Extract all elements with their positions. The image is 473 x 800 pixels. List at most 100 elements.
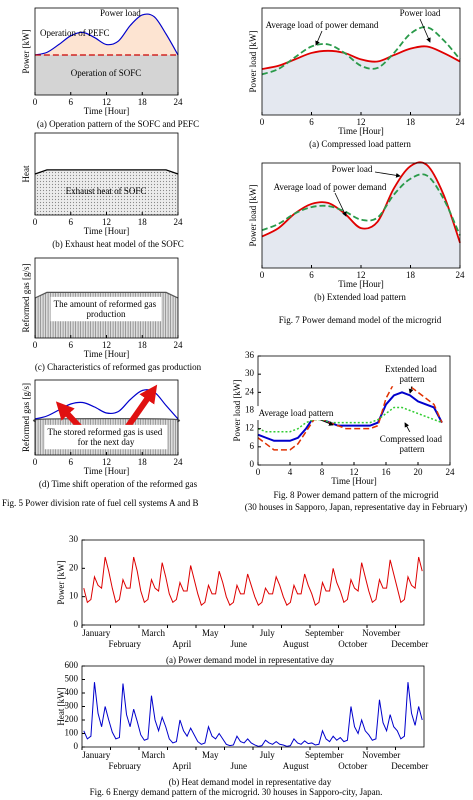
y-tick-label: 18 <box>245 405 255 415</box>
caption: (a) Power demand model in representative… <box>166 655 334 665</box>
series-label: Operation of SOFC <box>71 68 142 78</box>
series-label: Power load <box>400 8 441 18</box>
x-tick-label: June <box>231 639 248 649</box>
x-tick-label: 0 <box>260 117 265 127</box>
y-tick-label: 200 <box>65 714 79 724</box>
x-tick-label: 6 <box>69 217 74 227</box>
y-axis-label: Power [kW] <box>21 29 31 73</box>
figure-caption: (30 houses in Sapporo, Japan, representa… <box>245 502 467 512</box>
y-axis-label: Power load [kW] <box>232 380 242 442</box>
x-tick-label: 12 <box>102 340 111 350</box>
text-line: The stored reformed gas is used <box>48 427 165 437</box>
x-tick-label: 0 <box>260 270 265 280</box>
x-tick-label: October <box>338 639 367 649</box>
x-tick-label: April <box>172 639 191 649</box>
x-tick-label: 6 <box>69 340 74 350</box>
x-tick-label: 24 <box>174 97 184 107</box>
x-tick-label: 0 <box>33 340 38 350</box>
x-tick-label: 16 <box>382 467 392 477</box>
annotation: Operation of PEFC <box>40 28 110 38</box>
y-tick-label: 500 <box>65 674 79 684</box>
series-label: Compressed load pattern <box>380 434 445 454</box>
x-tick-label: 24 <box>456 270 466 280</box>
y-tick-label: 600 <box>65 660 79 670</box>
x-tick-label: 24 <box>456 117 466 127</box>
figure-caption: Fig. 8 Power demand pattern of the micro… <box>274 490 439 500</box>
text-line: production <box>87 309 126 319</box>
line <box>34 169 179 175</box>
x-tick-label: 18 <box>138 457 148 467</box>
x-tick-label: September <box>305 750 344 760</box>
y-tick-label: 30 <box>245 368 255 378</box>
y-tick-label: 6 <box>250 441 255 451</box>
line <box>34 291 179 299</box>
x-tick-label: 6 <box>69 97 74 107</box>
area <box>262 46 460 116</box>
x-tick-label: 18 <box>406 270 416 280</box>
x-tick-label: 12 <box>350 467 359 477</box>
y-axis-label: Heat [kW] <box>56 687 66 725</box>
label-box <box>255 406 337 421</box>
caption: (a) Operation pattern of the SOFC and PE… <box>37 119 199 129</box>
x-tick-label: 18 <box>138 340 148 350</box>
series-label: Average load pattern <box>259 408 334 418</box>
x-tick-label: March <box>142 750 166 760</box>
x-tick-label: May <box>202 628 219 638</box>
x-tick-label: 4 <box>288 467 293 477</box>
text-line: Extended load <box>385 364 439 374</box>
y-tick-label: 100 <box>65 728 79 738</box>
text-line: Average load pattern <box>259 408 334 418</box>
label-box <box>44 424 168 450</box>
x-tick-label: 0 <box>33 97 38 107</box>
x-axis-label: Time [Hour] <box>84 349 129 359</box>
line <box>83 556 423 607</box>
annotation: Exhaust heat of SOFC <box>66 186 147 196</box>
x-tick-label: August <box>283 761 310 771</box>
line <box>261 45 461 70</box>
x-tick-label: 6 <box>309 117 314 127</box>
x-tick-label: 6 <box>69 457 74 467</box>
text-line: pattern <box>400 444 425 454</box>
caption: (b) Heat demand model in representative … <box>169 777 332 787</box>
series-label: Extended load pattern <box>385 364 439 384</box>
annotation: The amount of reformed gas production <box>54 299 159 319</box>
line <box>34 13 179 56</box>
arrow <box>408 385 414 394</box>
x-axis-label: Time [Hour] <box>338 279 383 289</box>
line <box>261 173 461 236</box>
y-tick-label: 10 <box>69 591 79 601</box>
y-tick-label: 0 <box>74 741 79 751</box>
x-tick-label: 24 <box>174 457 184 467</box>
x-tick-label: March <box>142 628 166 638</box>
area <box>35 54 178 95</box>
text-line: The amount of reformed gas <box>54 299 159 309</box>
y-tick-label: 300 <box>65 701 79 711</box>
series-label: Power load <box>332 164 373 174</box>
y-axis-label: Power load [kW] <box>248 31 258 93</box>
x-tick-label: February <box>109 639 142 649</box>
caption: (b) Extended load pattern <box>314 292 406 302</box>
plot-background <box>82 666 424 747</box>
x-tick-label: 24 <box>174 340 184 350</box>
x-tick-label: May <box>202 750 219 760</box>
series-label: Average load of power demand <box>266 20 379 30</box>
text-line: pattern <box>400 374 425 384</box>
x-tick-label: September <box>305 628 344 638</box>
arrow <box>315 30 323 46</box>
x-tick-label: October <box>338 761 367 771</box>
annotation: The stored reformed gas is used for the … <box>48 427 165 447</box>
y-tick-label: 400 <box>65 687 79 697</box>
figure-caption: Fig. 6 Energy demand pattern of the micr… <box>90 787 383 797</box>
x-tick-label: 8 <box>320 467 325 477</box>
x-tick-label: 12 <box>357 270 366 280</box>
x-tick-label: December <box>391 761 428 771</box>
x-tick-label: April <box>172 761 191 771</box>
plot-background <box>82 540 424 625</box>
y-tick-label: 20 <box>69 562 79 572</box>
x-tick-label: 0 <box>33 457 38 467</box>
x-tick-label: February <box>109 761 142 771</box>
x-tick-label: 24 <box>446 467 456 477</box>
arrow <box>334 192 347 217</box>
x-tick-label: 18 <box>406 117 416 127</box>
